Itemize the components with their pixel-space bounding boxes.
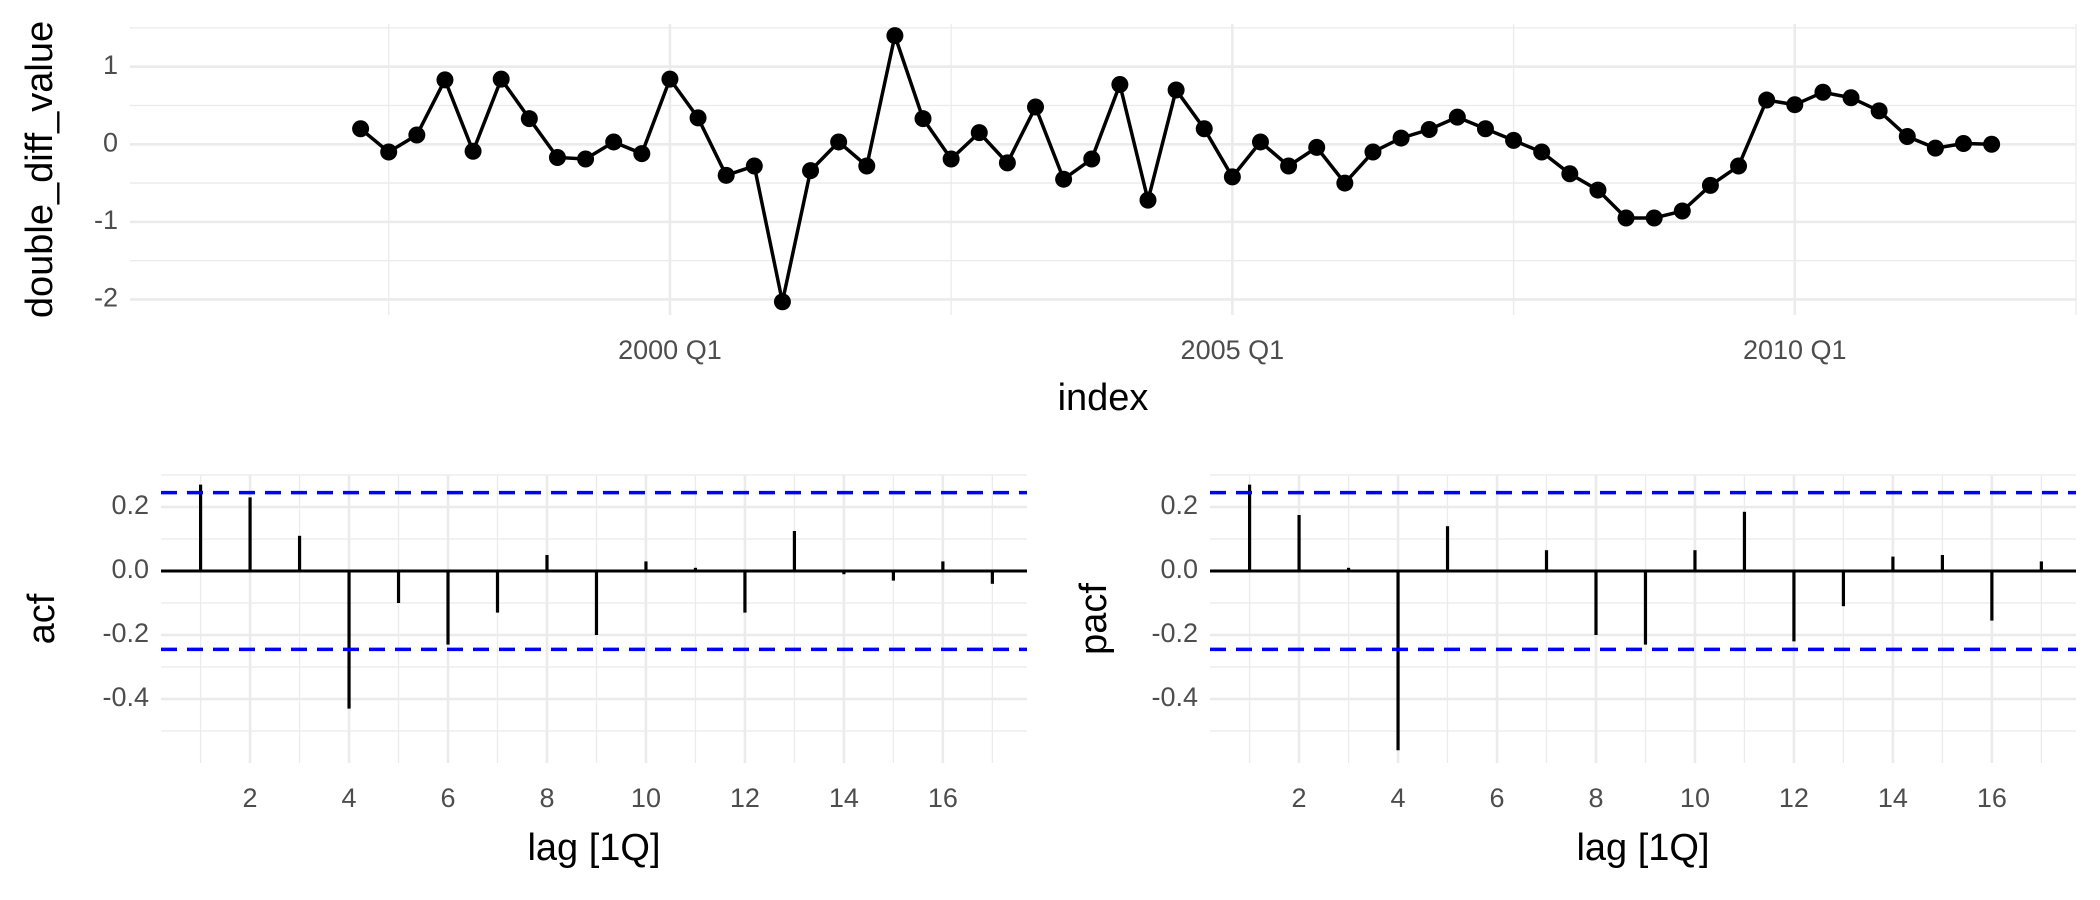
y-axis-title: pacf	[1073, 583, 1115, 655]
y-tick-label: -2	[94, 283, 118, 313]
y-axis-title: double_diff_value	[19, 21, 61, 318]
point	[1701, 176, 1719, 194]
point	[520, 110, 538, 128]
point	[1645, 209, 1663, 227]
y-tick-label: -1	[94, 205, 118, 235]
x-tick-label: 12	[730, 783, 760, 813]
y-tick-label: 0	[103, 127, 118, 157]
y-axis-title: acf	[21, 593, 63, 644]
x-tick-label: 16	[928, 783, 958, 813]
x-tick-label: 10	[631, 783, 661, 813]
point	[1139, 191, 1157, 209]
point	[1870, 102, 1888, 120]
point	[1533, 143, 1551, 161]
x-tick-label: 6	[441, 783, 456, 813]
point	[1420, 121, 1438, 139]
point	[717, 166, 735, 184]
x-tick-label: 6	[1490, 783, 1505, 813]
x-tick-label: 2010 Q1	[1743, 335, 1847, 365]
point	[998, 154, 1016, 172]
point	[1476, 120, 1494, 138]
point	[802, 162, 820, 180]
point	[661, 70, 679, 88]
point	[773, 293, 791, 311]
point	[858, 157, 876, 175]
y-tick-label: -0.2	[102, 618, 149, 648]
point	[1251, 133, 1269, 151]
x-tick-label: 2	[243, 783, 258, 813]
x-axis-title: lag [1Q]	[527, 827, 660, 869]
point	[1955, 135, 1973, 153]
x-tick-label: 14	[829, 783, 859, 813]
x-tick-label: 2	[1292, 783, 1307, 813]
point	[1983, 135, 2001, 153]
point	[1448, 108, 1466, 126]
point	[1055, 170, 1073, 188]
point	[436, 71, 454, 89]
point	[1223, 168, 1241, 186]
x-tick-label: 12	[1779, 783, 1809, 813]
point	[914, 110, 932, 128]
y-tick-label: -0.4	[1151, 682, 1198, 712]
point	[1364, 143, 1382, 161]
point	[970, 124, 988, 142]
point	[1898, 128, 1916, 146]
series-line	[359, 29, 1992, 303]
x-tick-label: 2000 Q1	[618, 335, 722, 365]
x-tick-label: 4	[1391, 783, 1406, 813]
point	[745, 157, 763, 175]
point	[492, 70, 510, 88]
y-tick-label: 0.2	[111, 490, 149, 520]
y-tick-label: 0.2	[1160, 490, 1198, 520]
point	[1561, 165, 1579, 183]
x-axis-title: lag [1Q]	[1576, 827, 1709, 869]
y-tick-label: -0.2	[1151, 618, 1198, 648]
point	[577, 150, 595, 168]
x-tick-label: 4	[342, 783, 357, 813]
point	[1111, 76, 1129, 94]
point	[830, 133, 848, 151]
point	[1167, 81, 1185, 99]
point	[1730, 157, 1748, 175]
point	[605, 133, 623, 151]
point	[1814, 83, 1832, 101]
x-axis-title: index	[1058, 377, 1149, 419]
point	[1673, 202, 1691, 220]
x-tick-label: 8	[539, 783, 554, 813]
point	[1195, 120, 1213, 138]
point	[1589, 181, 1607, 199]
x-tick-label: 8	[1588, 783, 1603, 813]
point	[464, 142, 482, 160]
y-tick-label: 0.0	[1160, 554, 1198, 584]
x-tick-label: 10	[1680, 783, 1710, 813]
point	[689, 109, 707, 127]
point	[1617, 209, 1635, 227]
y-tick-label: -0.4	[102, 682, 149, 712]
x-tick-label: 14	[1878, 783, 1908, 813]
x-tick-label: 2005 Q1	[1181, 335, 1285, 365]
point	[886, 27, 904, 45]
point	[548, 148, 566, 166]
point	[352, 120, 370, 138]
point	[942, 150, 960, 168]
point	[408, 126, 426, 144]
point	[1842, 89, 1860, 107]
point	[1027, 98, 1045, 116]
point	[1280, 157, 1298, 175]
point	[1392, 129, 1410, 147]
point	[1926, 139, 1944, 157]
point	[1758, 91, 1776, 109]
point	[1083, 150, 1101, 168]
point	[1308, 138, 1326, 156]
y-tick-label: 1	[103, 50, 118, 80]
y-tick-label: 0.0	[111, 554, 149, 584]
point	[1786, 96, 1804, 114]
point	[380, 143, 398, 161]
point	[1505, 131, 1523, 149]
point	[1336, 174, 1354, 192]
x-tick-label: 16	[1977, 783, 2007, 813]
point	[633, 145, 651, 163]
